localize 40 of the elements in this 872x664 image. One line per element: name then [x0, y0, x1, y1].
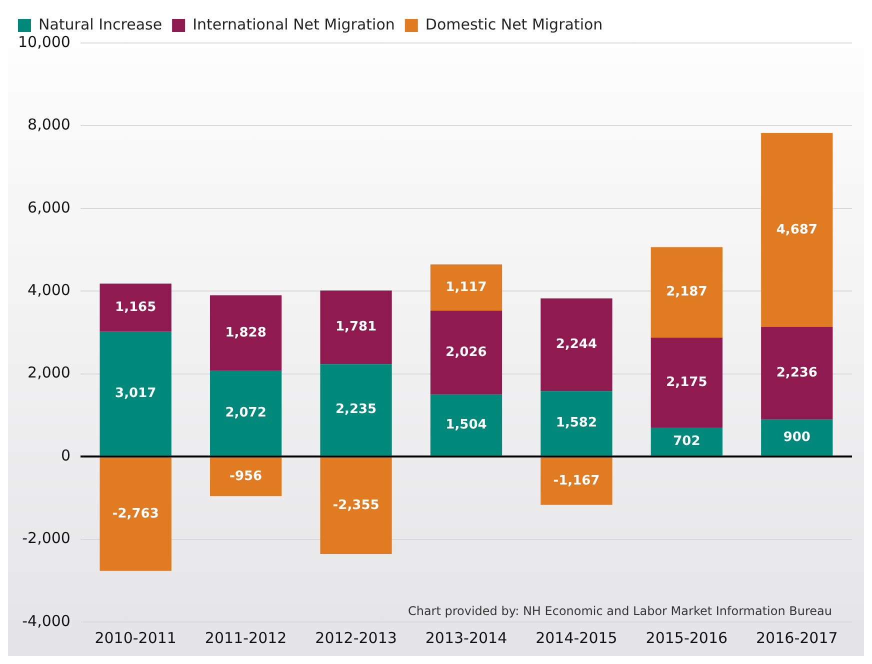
y-tick-label: 0: [60, 446, 70, 464]
y-tick-label: -4,000: [22, 612, 70, 630]
data-label: 2,026: [446, 344, 487, 360]
data-label: 2,235: [335, 402, 377, 418]
data-label: 2,236: [776, 365, 818, 380]
data-label: 2,072: [225, 406, 266, 421]
data-label: 1,165: [115, 300, 156, 316]
annotation: Chart provided by: NH Economic and Labor Market Information Bureau: [408, 604, 832, 618]
data-label: 1,781: [335, 320, 377, 335]
data-label: 1,117: [446, 280, 487, 295]
data-label: 2,244: [556, 337, 598, 352]
y-tick-label: 8,000: [28, 116, 70, 134]
data-label: 2,175: [666, 374, 708, 390]
y-tick-label: 10,000: [18, 32, 70, 51]
y-tick-label: 4,000: [28, 281, 70, 300]
data-label: 1,504: [446, 417, 487, 432]
x-tick-label: 2014-2015: [536, 628, 618, 647]
legend-label: International Net Migration: [192, 15, 395, 34]
y-tick-label: 6,000: [28, 198, 70, 216]
x-tick-label: 2015-2016: [646, 628, 728, 647]
data-label: 2,187: [666, 284, 708, 300]
data-label: -956: [230, 469, 262, 484]
x-tick-label: 2011-2012: [204, 628, 287, 647]
data-label: -2,355: [332, 498, 380, 514]
y-tick-label: 2,000: [28, 364, 70, 382]
x-tick-label: 2012-2013: [315, 628, 397, 647]
y-tick-label: -2,000: [22, 529, 70, 548]
data-label: -2,763: [112, 506, 159, 522]
x-tick-label: 2010-2011: [94, 628, 176, 647]
data-label: 900: [783, 430, 810, 445]
data-label: 3,017: [115, 386, 156, 402]
data-label: -1,167: [553, 474, 600, 489]
x-tick-label: 2013-2014: [425, 628, 508, 647]
data-label: 1,828: [225, 325, 266, 340]
data-label: 4,687: [776, 222, 818, 238]
data-label: 1,582: [556, 416, 598, 431]
legend-label: Domestic Net Migration: [425, 15, 603, 34]
data-label: 702: [673, 434, 700, 449]
x-tick-label: 2016-2017: [756, 628, 838, 647]
legend-label: Natural Increase: [38, 15, 162, 34]
